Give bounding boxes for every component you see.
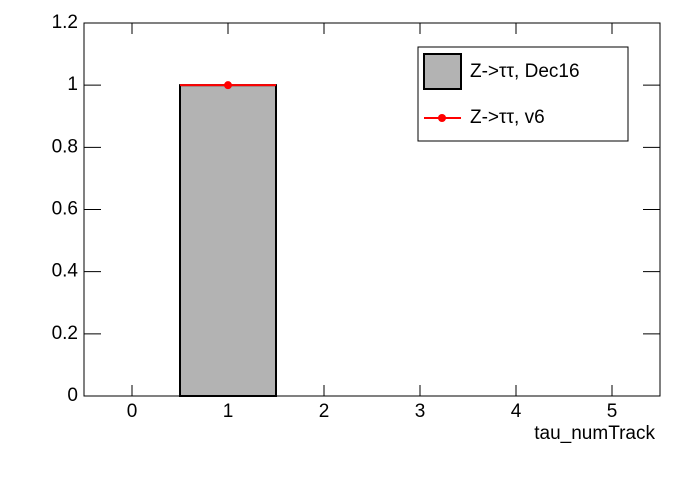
y-tick-label: 0.6 <box>52 199 78 220</box>
x-tick-label: 4 <box>511 401 522 422</box>
plot-frame <box>83 22 661 397</box>
x-tick-label: 5 <box>607 401 618 422</box>
legend-marker <box>438 114 446 122</box>
y-tick-label: 1 <box>67 74 78 95</box>
y-tick-label: 0.2 <box>52 323 78 344</box>
point <box>224 81 232 90</box>
y-tick-label: 1.2 <box>52 12 78 33</box>
legend-swatch <box>423 53 462 90</box>
y-tick-label: 0.4 <box>52 261 79 282</box>
y-tick-label: 0 <box>67 385 78 406</box>
x-tick-label: 1 <box>223 401 234 422</box>
y-tick-label: 0.8 <box>52 136 78 157</box>
x-tick-label: 0 <box>127 401 138 422</box>
x-tick-label: 3 <box>415 401 426 422</box>
x-tick-label: 2 <box>319 401 330 422</box>
bar <box>179 84 277 398</box>
x-axis-label: tau_numTrack <box>534 423 655 444</box>
legend-label: Z->ττ, Dec16 <box>470 61 580 82</box>
legend-label: Z->ττ, v6 <box>470 107 545 128</box>
